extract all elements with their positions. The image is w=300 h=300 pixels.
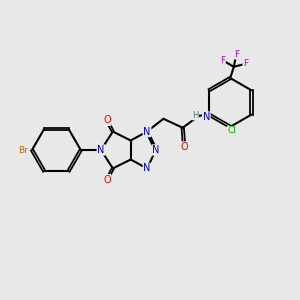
Text: F: F — [243, 59, 248, 68]
Text: F: F — [234, 50, 239, 59]
Text: N: N — [143, 164, 151, 173]
Text: N: N — [97, 145, 105, 155]
Text: Br: Br — [19, 146, 28, 154]
Text: F: F — [220, 56, 225, 65]
Text: O: O — [103, 115, 111, 125]
Text: Cl: Cl — [227, 127, 236, 136]
Text: H: H — [192, 111, 198, 120]
Text: O: O — [180, 142, 188, 152]
Text: N: N — [202, 112, 210, 122]
Text: N: N — [152, 145, 160, 155]
Text: O: O — [103, 175, 111, 185]
Text: N: N — [143, 127, 151, 136]
